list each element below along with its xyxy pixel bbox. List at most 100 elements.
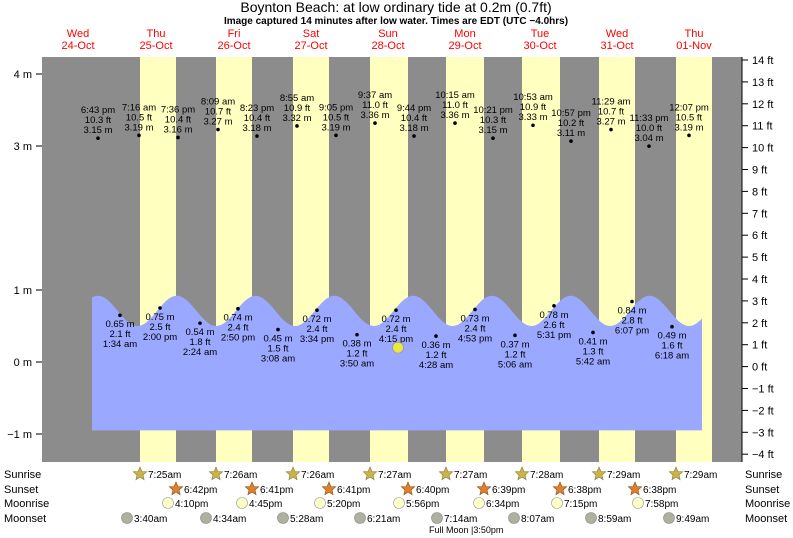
high-tide-m: 3.11 m bbox=[557, 128, 585, 139]
high-tide-m: 3.36 m bbox=[440, 110, 469, 121]
day-of-week: Sun bbox=[378, 28, 398, 40]
low-tide-time: 3:08 am bbox=[261, 354, 295, 365]
right-tick-label: −2 ft bbox=[752, 405, 774, 417]
current-level-marker bbox=[392, 341, 404, 354]
day-date: 24-Oct bbox=[61, 40, 94, 52]
moonrise-time: 6:34pm bbox=[486, 499, 519, 510]
right-tick-label: 7 ft bbox=[752, 208, 767, 220]
high-tide-m: 3.19 m bbox=[321, 122, 350, 133]
high-tide-m: 3.15 m bbox=[478, 125, 507, 136]
right-tick-label: 5 ft bbox=[752, 252, 767, 264]
chart-subtitle: Image captured 14 minutes after low wate… bbox=[224, 16, 568, 27]
row-label-left-sunset: Sunset bbox=[4, 484, 38, 496]
moonrise-icon bbox=[632, 497, 644, 509]
moonrise-time: 7:58pm bbox=[645, 499, 678, 510]
low-tide-ft: 2.1 ft bbox=[109, 329, 130, 340]
right-tick-label: 13 ft bbox=[752, 77, 773, 89]
moonrise-time: 5:56pm bbox=[406, 499, 439, 510]
row-label-right-moonrise: Moonrise bbox=[745, 498, 790, 510]
low-tide-ft: 2.4 ft bbox=[306, 324, 327, 335]
low-tide-ft: 1.3 ft bbox=[582, 346, 603, 357]
moonrise-time: 7:15pm bbox=[564, 499, 597, 510]
high-tide-time: 10:21 pm bbox=[473, 105, 513, 116]
low-tide-time: 4:15 pm bbox=[379, 334, 413, 345]
day-date: 31-Oct bbox=[600, 40, 633, 52]
sunset-icon bbox=[552, 481, 568, 496]
low-tide-point bbox=[315, 308, 319, 312]
day-date: 25-Oct bbox=[139, 40, 172, 52]
moonset-icon bbox=[663, 512, 675, 524]
low-tide-m: 0.49 m bbox=[657, 331, 686, 342]
right-tick-label: 6 ft bbox=[752, 230, 767, 242]
row-label-left-moonset: Moonset bbox=[4, 513, 46, 525]
high-tide-time: 6:43 pm bbox=[81, 105, 115, 116]
low-tide-point bbox=[276, 327, 280, 332]
low-tide-ft: 2.8 ft bbox=[621, 316, 642, 327]
low-tide-point bbox=[552, 304, 556, 308]
day-date: 26-Oct bbox=[217, 40, 250, 52]
sunrise-time: 7:27am bbox=[378, 470, 411, 481]
day-of-week: Thu bbox=[685, 28, 704, 40]
left-axis-meters: 4 m 3 m 1 m 0 m −1 m bbox=[7, 69, 42, 441]
high-tide-point bbox=[453, 121, 457, 125]
high-tide-time: 10:15 am bbox=[435, 90, 475, 101]
moonrise-icon bbox=[236, 497, 248, 509]
low-tide-ft: 1.2 ft bbox=[346, 349, 367, 360]
left-tick-label: 3 m bbox=[14, 141, 32, 153]
moonset-icon bbox=[121, 512, 133, 524]
sunrise-time: 7:29am bbox=[607, 470, 640, 481]
low-tide-m: 0.38 m bbox=[342, 339, 371, 350]
low-tide-time: 4:53 pm bbox=[458, 333, 492, 344]
low-tide-point bbox=[355, 332, 359, 337]
sunset-icon bbox=[627, 481, 643, 496]
sunrise-time: 7:26am bbox=[301, 470, 334, 481]
sunrise-icon bbox=[591, 466, 607, 481]
high-tide-m: 3.33 m bbox=[518, 112, 547, 123]
row-label-right-sunrise: Sunrise bbox=[745, 469, 782, 481]
day-of-week: Sat bbox=[303, 28, 320, 40]
right-tick-label: −1 ft bbox=[752, 384, 774, 396]
low-tide-m: 0.74 m bbox=[223, 313, 252, 324]
low-tide-m: 0.45 m bbox=[263, 334, 292, 345]
low-tide-m: 0.37 m bbox=[500, 339, 529, 350]
sunrise-time: 7:27am bbox=[454, 470, 487, 481]
high-tide-ft: 11.0 ft bbox=[362, 100, 388, 111]
low-tide-point bbox=[473, 307, 477, 312]
high-tide-point bbox=[137, 133, 141, 138]
low-tide-ft: 2.5 ft bbox=[149, 322, 170, 333]
low-tide-point bbox=[630, 299, 634, 304]
low-tide-point bbox=[591, 330, 595, 335]
sunrise-icon bbox=[285, 466, 301, 481]
high-tide-ft: 10.2 ft bbox=[558, 118, 585, 129]
right-tick-label: 0 ft bbox=[752, 362, 767, 374]
high-tide-ft: 10.3 ft bbox=[85, 115, 112, 126]
moonrise-time: 4:10pm bbox=[175, 499, 208, 510]
low-tide-m: 0.65 m bbox=[105, 319, 134, 330]
right-axis-feet: 14 ft 13 ft 12 ft 11 ft 10 ft 9 ft 8 ft 7 ft 6 f… bbox=[741, 55, 774, 462]
moonset-icon bbox=[508, 512, 520, 524]
low-tide-m: 0.54 m bbox=[185, 327, 214, 338]
high-tide-m: 3.27 m bbox=[596, 117, 625, 128]
row-label-left-moonrise: Moonrise bbox=[4, 498, 49, 510]
low-tide-ft: 1.2 ft bbox=[504, 349, 525, 360]
right-tick-label: 3 ft bbox=[752, 296, 767, 308]
low-tide-ft: 1.2 ft bbox=[425, 350, 446, 361]
low-tide-time: 4:28 am bbox=[419, 360, 453, 371]
high-tide-time: 10:57 pm bbox=[551, 108, 591, 119]
low-tide-ft: 1.6 ft bbox=[661, 341, 682, 352]
moonset-time: 8:07am bbox=[521, 514, 554, 525]
high-tide-m: 3.19 m bbox=[124, 122, 153, 133]
full-moon-label: Full Moon |3:50pm bbox=[429, 525, 503, 535]
moonset-time: 9:49am bbox=[676, 514, 709, 525]
moonset-time: 4:34am bbox=[213, 514, 246, 525]
row-label-left-sunrise: Sunrise bbox=[4, 469, 41, 481]
row-label-right-moonset: Moonset bbox=[745, 513, 787, 525]
low-tide-point bbox=[236, 306, 240, 311]
high-tide-m: 3.18 m bbox=[399, 123, 428, 134]
right-tick-label: 4 ft bbox=[752, 274, 767, 286]
low-tide-time: 3:34 pm bbox=[300, 334, 334, 345]
row-label-right-sunset: Sunset bbox=[745, 484, 779, 496]
sun-moon-rows: Sunrise Sunrise Sunset Sunset Moonrise Moonri… bbox=[4, 466, 790, 535]
high-tide-ft: 10.3 ft bbox=[480, 115, 507, 126]
right-tick-label: 9 ft bbox=[752, 165, 767, 177]
